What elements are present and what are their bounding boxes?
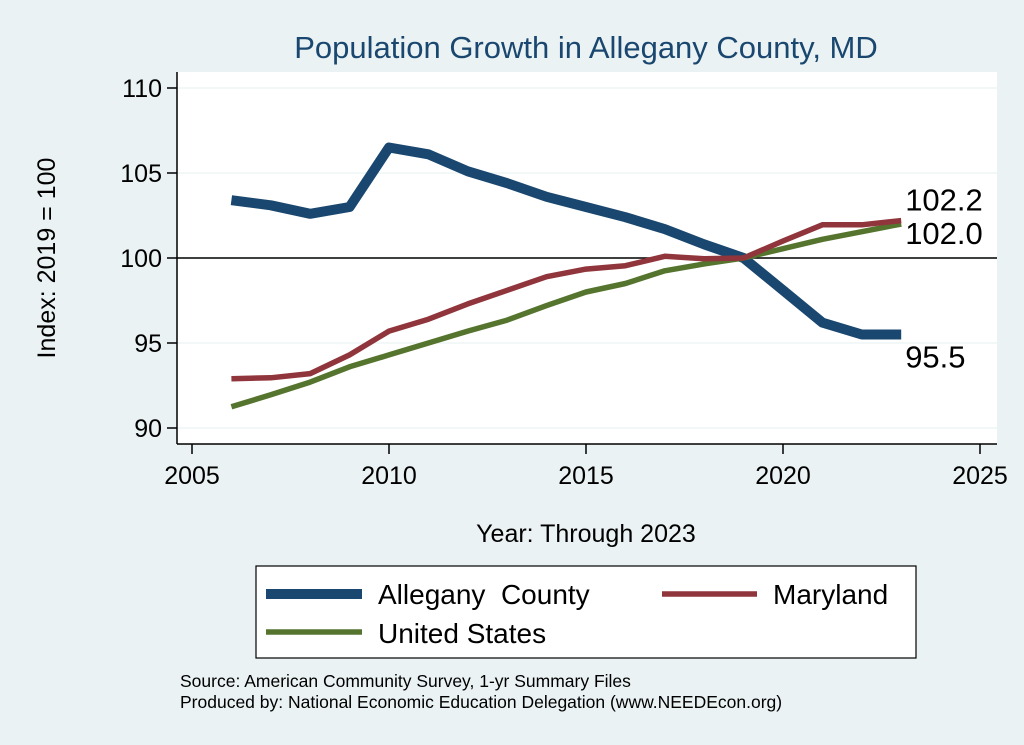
series-layer [230, 142, 902, 410]
x-tick-label-2025: 2025 [952, 462, 1008, 490]
x-axis-ticks: 2005 2010 2015 2020 2025 [164, 444, 1008, 490]
y-axis-title: Index: 2019 = 100 [33, 158, 61, 359]
series-line-allegany-county [230, 142, 902, 340]
legend-box [255, 565, 917, 659]
y-tick-label-110: 110 [122, 75, 162, 103]
x-tick-label-2020: 2020 [755, 462, 811, 490]
x-tick-label-2010: 2010 [361, 462, 417, 490]
legend-label-united-states: United States [378, 618, 546, 649]
y-axis-ticks: 90 95 100 105 110 [120, 75, 177, 443]
x-tick-label-2015: 2015 [558, 462, 614, 490]
y-tick-label-90: 90 [134, 415, 162, 443]
produced-by-note: Produced by: National Economic Education… [180, 692, 782, 712]
legend-label-allegany-county: Allegany County [378, 579, 590, 610]
y-tick-label-100: 100 [120, 245, 162, 273]
x-tick-label-2005: 2005 [164, 462, 220, 490]
chart-title: Population Growth in Allegany County, MD [294, 30, 878, 65]
x-axis-title: Year: Through 2023 [476, 520, 696, 548]
end-label-maryland: 102.2 [905, 183, 983, 218]
legend: Allegany County Maryland United States [255, 565, 917, 659]
end-label-allegany-county: 95.5 [905, 340, 965, 375]
source-note: Source: American Community Survey, 1-yr … [180, 671, 631, 691]
y-tick-label-105: 105 [120, 160, 162, 188]
series-line-maryland [231, 217, 902, 382]
legend-label-maryland: Maryland [773, 579, 888, 610]
y-tick-label-95: 95 [134, 330, 162, 358]
end-label-united-states: 102.0 [905, 216, 983, 251]
series-line-united-states [230, 221, 902, 410]
